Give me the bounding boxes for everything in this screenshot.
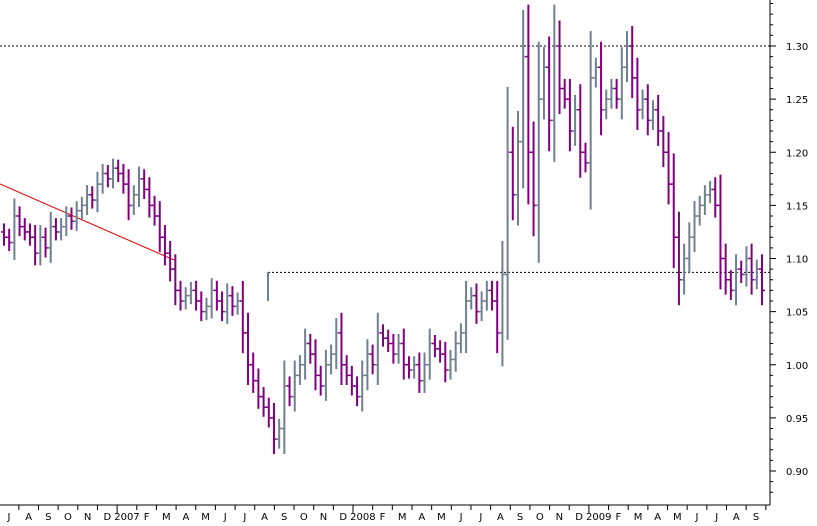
- x-month-label: J: [7, 512, 11, 522]
- y-tick-label: 1.10: [786, 255, 808, 266]
- x-month-label: M: [634, 512, 643, 522]
- x-month-label: A: [182, 512, 189, 522]
- x-month-label: D: [339, 512, 347, 522]
- x-month-label: F: [144, 512, 150, 522]
- x-month-label: J: [478, 512, 482, 522]
- x-month-label: A: [261, 512, 268, 522]
- y-tick-label: 1.30: [786, 42, 808, 53]
- x-month-label: M: [398, 512, 407, 522]
- x-month-label: S: [517, 512, 523, 522]
- x-month-label: N: [320, 512, 327, 522]
- x-month-label: N: [556, 512, 563, 522]
- x-month-label: S: [45, 512, 51, 522]
- x-year-label: 2009: [586, 512, 611, 522]
- reference-lines: [0, 45, 770, 301]
- y-tick-label: 1.25: [786, 95, 808, 106]
- ohlc-bar: [759, 254, 765, 306]
- x-month-label: D: [103, 512, 111, 522]
- x-month-label: J: [459, 512, 463, 522]
- x-month-label: A: [418, 512, 425, 522]
- y-tick-label: 1.05: [786, 308, 808, 319]
- x-month-label: A: [654, 512, 661, 522]
- y-tick-label: 0.90: [786, 467, 808, 478]
- x-month-label: M: [201, 512, 210, 522]
- x-month-label: J: [714, 512, 718, 522]
- x-month-label: M: [673, 512, 682, 522]
- x-month-label: N: [84, 512, 91, 522]
- trendline-layer: [0, 183, 175, 261]
- x-month-label: O: [536, 512, 544, 522]
- x-month-label: F: [616, 512, 622, 522]
- x-month-label: J: [242, 512, 246, 522]
- x-month-label: M: [162, 512, 171, 522]
- y-tick-label: 1.00: [786, 361, 808, 372]
- y-axis: 0.90 0.95 1.00 1.05 1.10 1.15 1.20 1.25 1.30: [769, 0, 808, 505]
- y-tick-label: 0.95: [786, 414, 808, 425]
- x-month-label: O: [300, 512, 308, 522]
- x-year-label: 2008: [350, 512, 375, 522]
- x-month-label: A: [733, 512, 740, 522]
- x-year-label: 2007: [114, 512, 139, 522]
- x-month-label: A: [25, 512, 32, 522]
- x-axis: J A S O N D 2007 F M A M J J A S O N D 2008 F M A M J J A S O N D 2009…: [0, 504, 770, 523]
- x-month-label: O: [64, 512, 72, 522]
- x-month-label: J: [695, 512, 699, 522]
- y-tick-label: 1.20: [786, 148, 808, 159]
- x-month-label: S: [281, 512, 287, 522]
- x-month-label: D: [575, 512, 583, 522]
- y-tick-label: 1.15: [786, 201, 808, 212]
- trendline: [0, 183, 175, 261]
- price-bars: [1, 4, 765, 454]
- x-month-label: S: [753, 512, 759, 522]
- x-month-label: J: [223, 512, 227, 522]
- x-month-label: F: [380, 512, 386, 522]
- x-month-label: M: [437, 512, 446, 522]
- x-month-label: A: [497, 512, 504, 522]
